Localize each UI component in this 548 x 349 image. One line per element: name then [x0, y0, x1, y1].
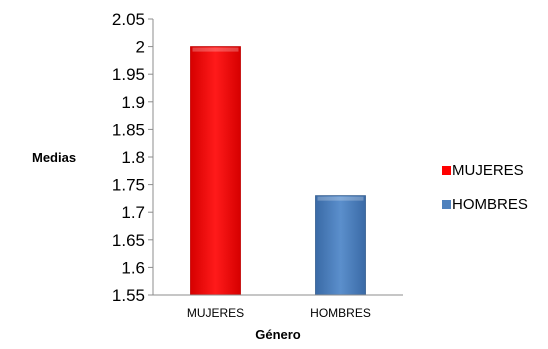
y-tick-label: 2.05 [112, 10, 145, 29]
bar-highlight [317, 196, 364, 201]
y-tick-label: 1.75 [112, 176, 145, 195]
y-tick-label: 1.85 [112, 120, 145, 139]
x-tick-label: MUJERES [187, 306, 244, 320]
legend-label-hombres: HOMBRES [452, 196, 528, 213]
bars [190, 46, 366, 296]
y-tick-label: 1.8 [121, 148, 145, 167]
y-axis-title: Medias [32, 150, 76, 165]
bar-highlight [192, 47, 239, 52]
bar-hombres [315, 195, 366, 296]
y-tick-label: 1.55 [112, 286, 145, 305]
y-tick-label: 1.95 [112, 65, 145, 84]
y-axis-ticks: 1.55 1.6 1.65 1.7 1.75 1.8 1.85 1.9 1.95 2 2.05 [112, 10, 153, 305]
y-tick-label: 1.6 [121, 258, 145, 277]
bar-mujeres [190, 46, 241, 296]
y-tick-label: 1.9 [121, 93, 145, 112]
legend-swatch-mujeres [442, 166, 451, 175]
y-tick-label: 1.7 [121, 203, 145, 222]
x-axis-category-labels: MUJERES HOMBRES [187, 306, 371, 320]
x-tick-label: HOMBRES [310, 306, 371, 320]
x-axis-title: Género [255, 327, 301, 342]
legend-label-mujeres: MUJERES [452, 162, 524, 179]
legend: MUJERES HOMBRES [442, 162, 528, 213]
y-tick-label: 1.65 [112, 231, 145, 250]
legend-swatch-hombres [442, 200, 451, 209]
y-tick-label: 2 [136, 38, 145, 57]
